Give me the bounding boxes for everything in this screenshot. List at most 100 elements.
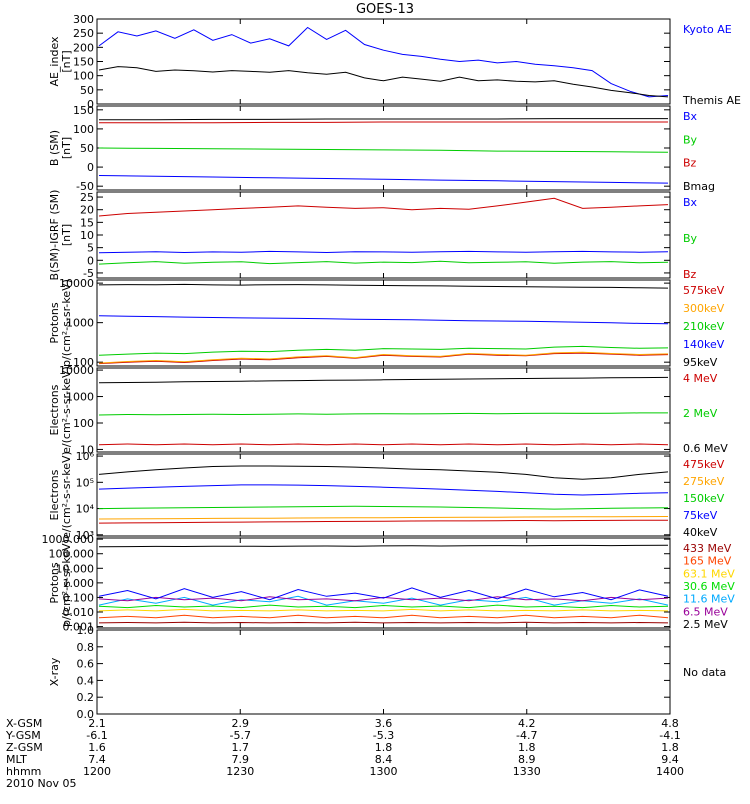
ytick-label: 0.0 [77, 708, 95, 721]
legend-entry: 6.5 MeV [683, 605, 728, 618]
legend-entry: Themis AE [682, 94, 741, 107]
y-axis-label: Protons [48, 302, 61, 343]
footer-row-label: MLT [6, 753, 27, 766]
footer-value: 3.6 [375, 717, 393, 730]
ytick-label: 0 [87, 98, 94, 111]
ytick-label: -5 [83, 267, 94, 280]
legend-entry: 75keV [683, 509, 718, 522]
footer-value: 8.9 [518, 753, 536, 766]
legend-entry: 40keV [683, 526, 718, 539]
y-axis-label: e/(cm²-s-sr-keV) [60, 366, 73, 454]
panel-frame [96, 191, 671, 279]
legend-entry: By [683, 133, 698, 146]
footer-value: 4.8 [661, 717, 679, 730]
ytick-label: 10 [80, 443, 94, 456]
footer-date: 2010 Nov 05 [6, 777, 76, 790]
legend-entry: 300keV [683, 302, 725, 315]
ytick-label: 50 [80, 142, 94, 155]
series-line-4 [99, 118, 668, 121]
footer-value: -5.3 [373, 729, 394, 742]
y-axis-label: p/(cm²-s-sr-keV) [60, 539, 73, 627]
ytick-label: 100 [73, 417, 94, 430]
ytick-label: 15 [80, 216, 94, 229]
legend-entry: 2 MeV [683, 407, 718, 420]
series-line-2 [98, 516, 669, 520]
footer-value: 7.4 [88, 753, 106, 766]
ephemeris-footer: X-GSM 2.1 2.9 3.6 4.2 4.8 Y-GSM -6.1 -5.7 -5.3 -4.… [5, 717, 684, 790]
series-line-4 [98, 604, 669, 609]
footer-value: 4.2 [518, 717, 536, 730]
ytick-label: 100 [73, 356, 94, 369]
ytick-label: 150 [73, 56, 94, 69]
series-line-1 [98, 175, 669, 184]
legend-entry: Bz [683, 268, 697, 281]
legend-entry: Bmag [683, 180, 715, 193]
series-line-4 [98, 315, 669, 325]
series-line-1 [98, 443, 669, 446]
ytick-label: 0.100 [63, 591, 95, 604]
footer-value: 9.4 [661, 753, 679, 766]
y-axis-label: [nT] [60, 224, 73, 246]
series-line-8 [98, 587, 669, 601]
legend-entry: 433 MeV [683, 542, 732, 555]
footer-row-label: Z-GSM [6, 741, 43, 754]
footer-value: -6.1 [86, 729, 107, 742]
legend-entry: 275keV [683, 475, 725, 488]
series-line-5 [98, 465, 669, 480]
panel-5: 10 100 1000 10000 Electrons e/(cm²-s-sr-keV) 4… [48, 364, 728, 456]
legend-entry: 2.5 MeV [683, 618, 728, 631]
series-line-1 [98, 621, 669, 624]
series-line-5 [98, 283, 669, 289]
legend-entry: 30.6 MeV [683, 580, 735, 593]
legend-entry: Kyoto AE [683, 23, 732, 36]
ytick-label: 150 [73, 104, 94, 117]
y-axis-label: p/(cm²-s-sr-keV) [60, 279, 73, 367]
ytick-label: 0.010 [63, 606, 95, 619]
ytick-label: 10 [80, 229, 94, 242]
legend-entry: By [683, 232, 698, 245]
series-line-6 [98, 596, 669, 602]
legend-entry: Bx [683, 110, 698, 123]
series-line-1 [98, 352, 669, 365]
ytick-label: 10³ [76, 529, 94, 542]
series-line-2 [98, 351, 669, 364]
footer-value: 7.9 [232, 753, 250, 766]
ytick-label: 10⁵ [76, 476, 94, 489]
series-line-4 [98, 484, 669, 496]
ytick-label: 1.0 [77, 624, 95, 637]
ytick-label: 0 [87, 161, 94, 174]
series-line-2 [98, 260, 669, 265]
series-line-1 [98, 250, 669, 254]
y-axis-label: X-ray [48, 657, 61, 686]
footer-row-label: X-GSM [6, 717, 42, 730]
footer-value: 1230 [226, 765, 254, 778]
ytick-label: 10⁶ [76, 450, 95, 463]
series-line-2 [98, 412, 668, 416]
y-axis-label: Electrons [48, 384, 61, 435]
legend-entry: 95keV [683, 356, 718, 369]
ytick-label: 0.001 [63, 621, 95, 634]
series-line-3 [98, 505, 669, 510]
panel-frame [96, 629, 671, 715]
series-line-2 [98, 614, 669, 619]
series-line-3 [98, 197, 669, 217]
series-line-3 [98, 345, 669, 356]
footer-value: 1.7 [232, 741, 250, 754]
series-line-1 [98, 519, 668, 524]
y-axis-label: [nT] [60, 137, 73, 159]
ytick-label: 0 [87, 254, 94, 267]
y-axis-label: B(SM)-IGRF (SM) [48, 190, 61, 281]
footer-row-label: Y-GSM [5, 729, 41, 742]
y-axis-label: e/(cm²-s-sr-keV) [60, 451, 73, 539]
panel-8: 0.0 0.2 0.4 0.6 0.8 1.0 X-ray No data [48, 624, 726, 721]
ytick-label: 100 [73, 70, 94, 83]
series-line-2 [98, 147, 669, 153]
footer-value: 1.8 [661, 741, 679, 754]
series-line-1 [98, 26, 669, 98]
legend-entry: 475keV [683, 458, 725, 471]
